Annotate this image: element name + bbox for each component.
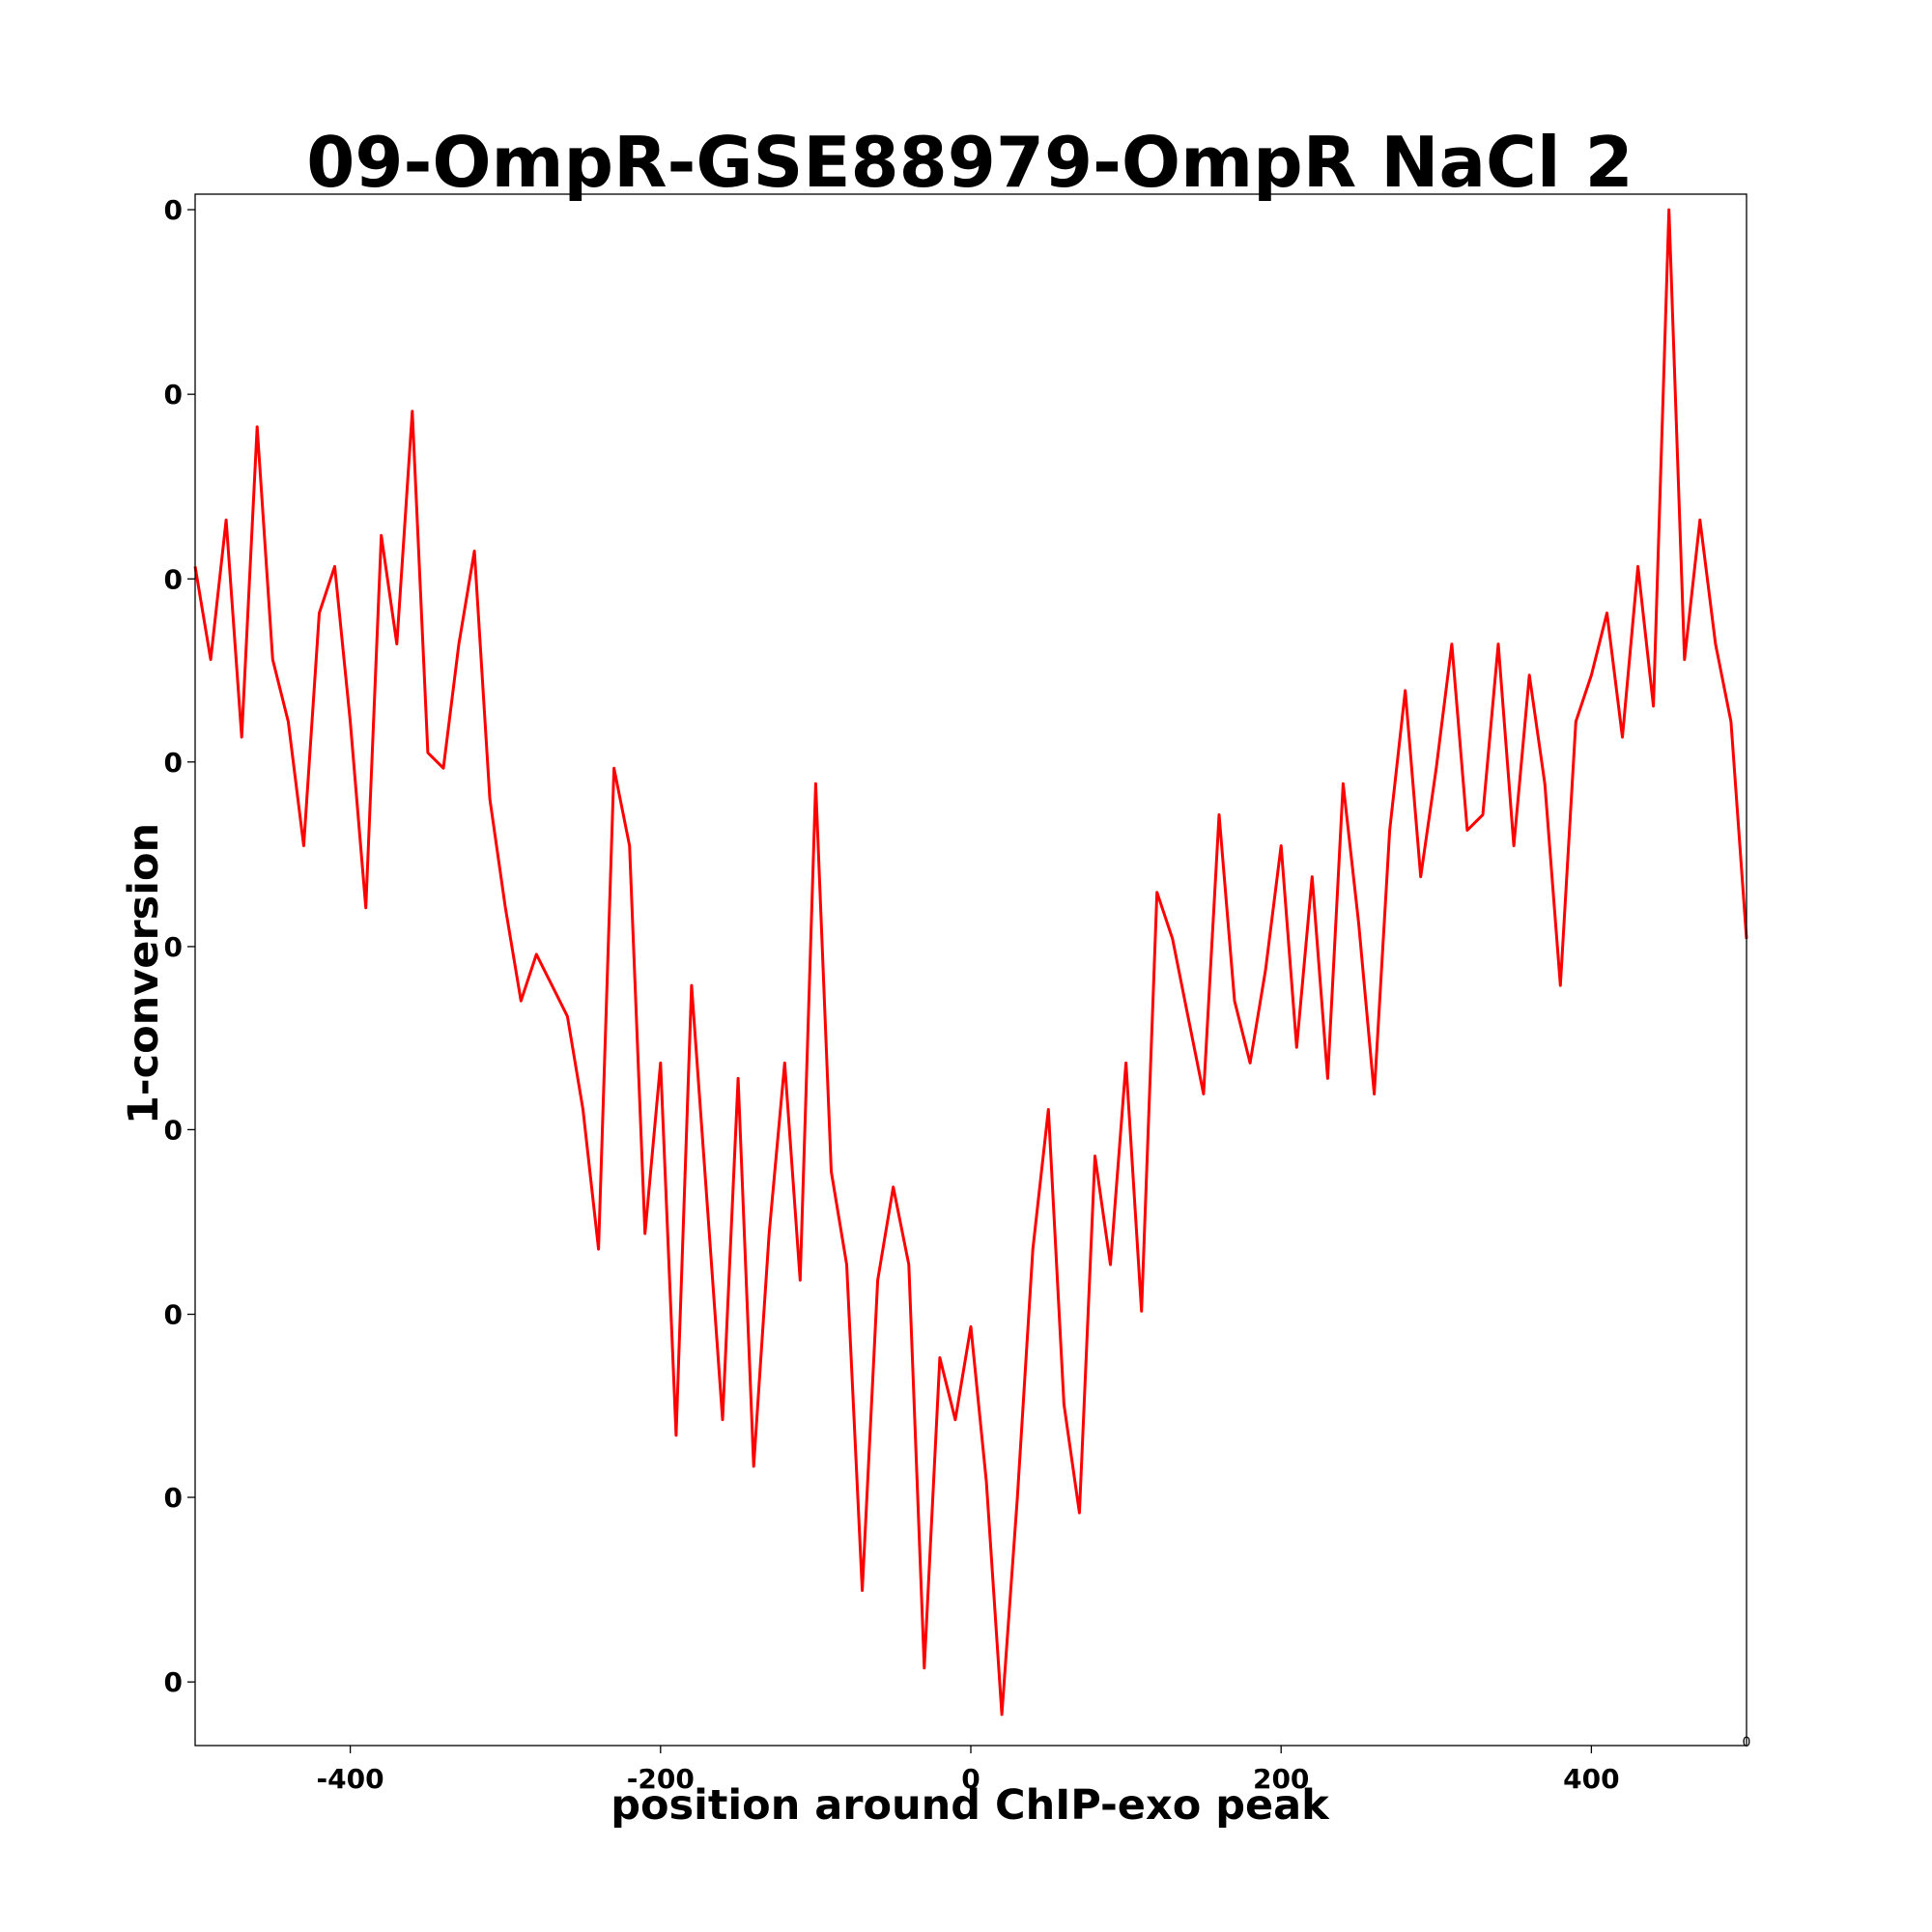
y-tick-label: 0 [164,194,183,226]
y-axis-ticks: 0 0 0 0 0 0 0 0 0 [164,194,195,1698]
y-tick-label: 0 [164,1482,183,1514]
x-axis-label: position around ChIP-exo peak [611,1781,1330,1830]
x-axis-ticks: -400 -200 0 200 400 [317,1746,1620,1795]
x-axis-offset-label: 0 [1743,1735,1751,1750]
y-tick-label: 0 [164,747,183,779]
plot-area [193,193,1748,1747]
x-tick-label: 0 [961,1763,980,1795]
x-tick-label: 200 [1253,1763,1309,1795]
y-tick-label: 0 [164,1114,183,1146]
chart-title: 09-OmpR-GSE88979-OmpR NaCl 2 [306,122,1633,203]
series-line-0 [193,208,1748,1717]
y-tick-label: 0 [164,1666,183,1698]
x-tick-label: 400 [1563,1763,1619,1795]
y-tick-label: 0 [164,1299,183,1331]
y-tick-label: 0 [164,931,183,963]
y-axis-label: 1-conversion [120,823,168,1124]
series-layer [193,208,1748,1717]
plot-frame [194,193,1747,1747]
y-tick-label: 0 [164,379,183,411]
y-tick-label: 0 [164,563,183,595]
x-tick-label: -400 [317,1763,384,1795]
x-tick-label: -200 [627,1763,695,1795]
